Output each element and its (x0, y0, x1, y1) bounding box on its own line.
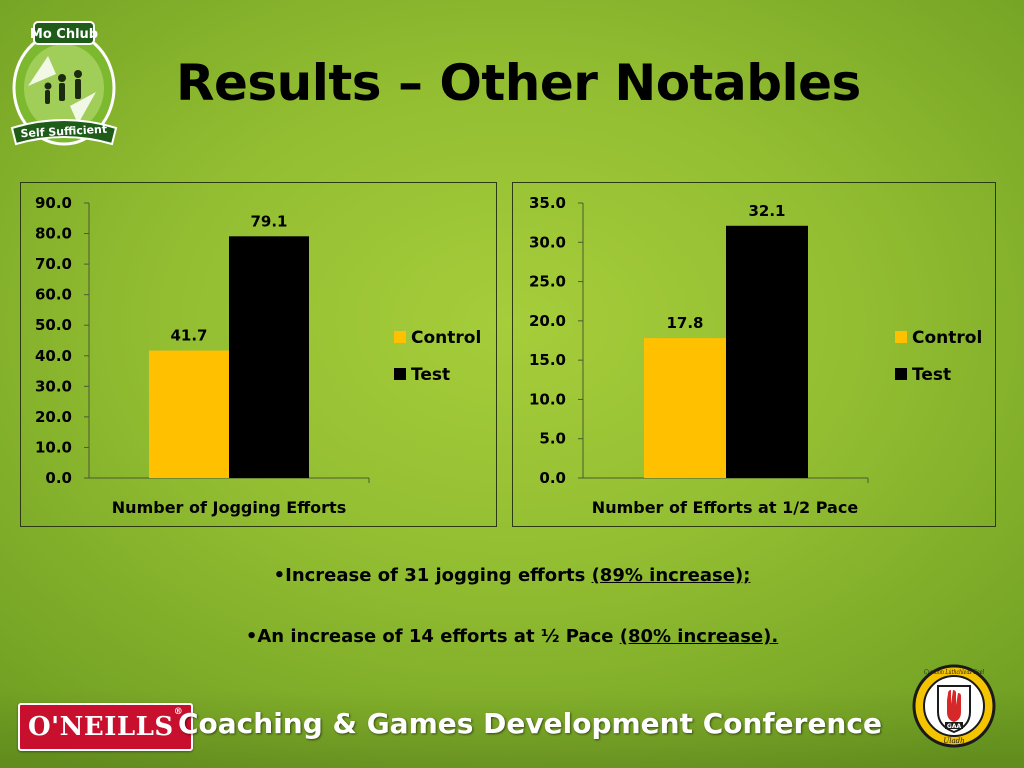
jogging-efforts-chart: 0.010.020.030.040.050.060.070.080.090.0 … (35, 194, 481, 517)
crest-bottom-text: Uladh (943, 737, 964, 745)
bar-test (726, 225, 808, 478)
y-tick-label: 30.0 (529, 233, 566, 251)
note-jogging-increase: •Increase of 31 jogging efforts (89% inc… (0, 565, 1024, 586)
legend-label-test: Test (411, 365, 450, 385)
ulster-gaa-crest: GAA Cumann Lúthchleas Gael Uladh (912, 664, 996, 748)
bar-control (644, 338, 726, 478)
crest-badge-text: GAA (947, 723, 962, 730)
brand-name: O'NEILLS (28, 712, 174, 742)
y-tick-label: 25.0 (529, 273, 566, 291)
y-tick-label: 0.0 (45, 469, 72, 487)
y-tick-label: 5.0 (539, 430, 566, 448)
x-axis-title: Number of Efforts at 1/2 Pace (592, 498, 859, 517)
legend-label-control: Control (411, 328, 481, 348)
jogging-efforts-chart-panel: 0.0 10.0 20.0 30.0 40.0 50.0 60.0 70.0 80.0 90.0 … (20, 182, 497, 527)
note-bullet: • (245, 626, 258, 647)
oneills-logo: O'NEILLS® (18, 703, 194, 751)
y-tick-label: 50.0 (35, 316, 72, 334)
legend-swatch-test (895, 368, 907, 380)
players-silhouette-icon (44, 70, 82, 104)
registered-mark: ® (173, 707, 184, 717)
y-tick-label: 15.0 (529, 351, 566, 369)
y-tick-label: 20.0 (35, 408, 72, 426)
data-label-control: 41.7 (170, 327, 207, 345)
y-tick-label: 0.0 (539, 469, 566, 487)
recycle-arrow-icon (28, 56, 56, 86)
legend-label-test: Test (912, 365, 951, 385)
conference-name: Coaching & Games Development Conference (178, 707, 882, 740)
y-tick-label: 10.0 (35, 438, 72, 456)
y-tick-label: 35.0 (529, 194, 566, 212)
legend-swatch-test (394, 368, 406, 380)
legend-label-control: Control (912, 328, 982, 348)
y-tick-label: 30.0 (35, 377, 72, 395)
y-tick-label: 60.0 (35, 286, 72, 304)
slide-title: Results – Other Notables (176, 54, 861, 112)
y-tick-label: 20.0 (529, 312, 566, 330)
data-label-test: 79.1 (250, 212, 287, 230)
data-label-control: 17.8 (666, 314, 703, 332)
legend: Control Test (394, 328, 481, 385)
y-tick-label: 70.0 (35, 255, 72, 273)
crest-top-text: Cumann Lúthchleas Gael (924, 669, 984, 676)
x-axis-title: Number of Jogging Efforts (112, 498, 346, 517)
logo-bottom-text: Self Sufficient (20, 123, 107, 141)
y-tick-label: 90.0 (35, 194, 72, 212)
note-bullet: • (273, 565, 286, 586)
bar-test (229, 236, 309, 478)
recycle-arrow-icon (70, 92, 96, 124)
legend: Control Test (895, 328, 982, 385)
note-percentage: (89% increase); (591, 565, 751, 586)
y-tick-label: 40.0 (35, 347, 72, 365)
note-percentage: (80% increase). (619, 626, 779, 647)
y-tick-label: 10.0 (529, 390, 566, 408)
note-text: Increase of 31 jogging efforts (285, 565, 592, 586)
legend-swatch-control (895, 331, 907, 343)
half-pace-efforts-chart: 0.0 5.0 10.0 15.0 20.0 25.0 30.0 35.0 17.8 32.1… (529, 194, 982, 517)
legend-swatch-control (394, 331, 406, 343)
note-text: An increase of 14 efforts at ½ Pace (257, 626, 620, 647)
mo-chlub-logo: Mo Chlub Self Sufficient (10, 21, 118, 146)
note-half-pace-increase: •An increase of 14 efforts at ½ Pace (80… (0, 626, 1024, 647)
logo-top-text: Mo Chlub (30, 27, 98, 42)
red-hand-icon (947, 690, 961, 722)
half-pace-efforts-chart-panel: 0.0 5.0 10.0 15.0 20.0 25.0 30.0 35.0 17.8 32.1… (512, 182, 996, 527)
y-tick-label: 80.0 (35, 225, 72, 243)
data-label-test: 32.1 (748, 202, 785, 220)
bar-control (149, 350, 229, 478)
